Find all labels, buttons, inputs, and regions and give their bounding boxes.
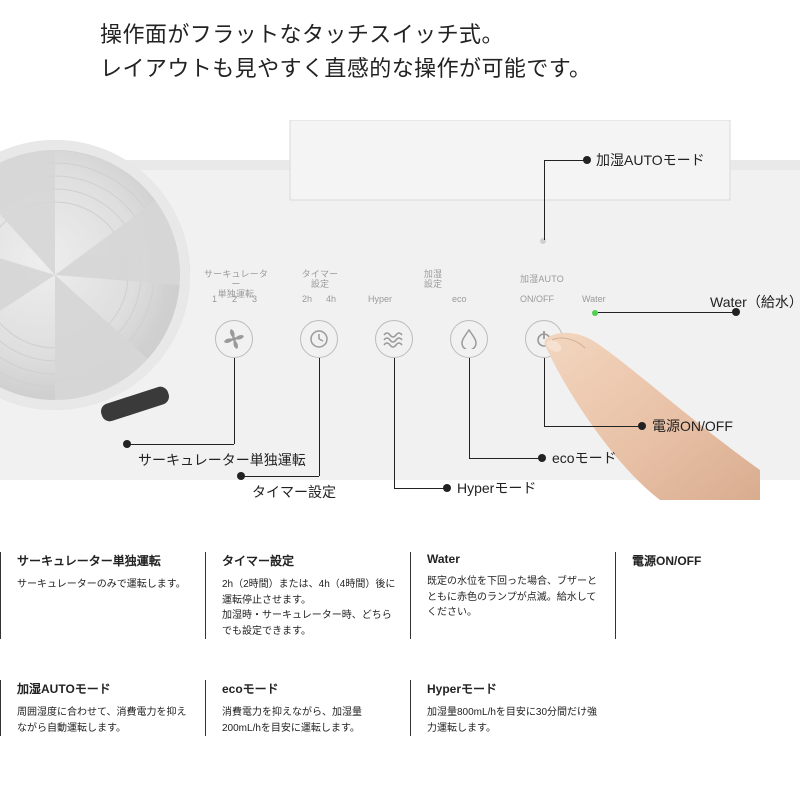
spec-row-1: サーキュレーター単独運転サーキュレーターのみで運転します。タイマー設定2h（2時…: [0, 552, 800, 639]
spec-body: 消費電力を抑えながら、加湿量200mL/hを目安に運転します。: [222, 705, 400, 736]
panel-water: Water: [582, 294, 606, 304]
callout-dot-hyper: [443, 484, 451, 492]
spec-column: [615, 680, 800, 736]
heading: 操作面がフラットなタッチスイッチ式。 レイアウトも見やすく直感的な操作が可能です…: [100, 18, 591, 86]
spec-column: タイマー設定 2h（2時間）または、4h（4時間）後に運転停止させます。 加湿時・…: [205, 552, 410, 639]
spec-body: 既定の水位を下回った場合、ブザーとともに赤色のランプが点滅。給水してください。: [427, 574, 605, 621]
panel-timer-label: タイマー 設定: [298, 270, 342, 290]
callout-dot-eco: [538, 454, 546, 462]
callout-dot-timer: [237, 472, 245, 480]
callout-line-eco-v: [469, 358, 470, 458]
callout-water: Water（給水）: [710, 292, 800, 312]
callout-power: 電源ON/OFF: [652, 416, 733, 436]
spec-title: サーキュレーター単独運転: [17, 552, 195, 569]
hyper-button[interactable]: [375, 320, 413, 358]
spec-column: Water 既定の水位を下回った場合、ブザーとともに赤色のランプが点滅。給水してく…: [410, 552, 615, 639]
panel-timer-4h: 4h: [326, 294, 336, 304]
panel-auto-label: 加湿AUTO: [520, 275, 564, 285]
panel-level-1: 1: [212, 294, 217, 304]
spec-column: サーキュレーター単独運転サーキュレーターのみで運転します。: [0, 552, 205, 639]
callout-timer: タイマー設定: [252, 482, 336, 502]
spec-title: 加湿AUTOモード: [17, 680, 195, 697]
callout-circ: サーキュレーター単独運転: [138, 450, 306, 470]
heading-line-2: レイアウトも見やすく直感的な操作が可能です。: [100, 52, 591, 86]
panel-humid-label: 加湿 設定: [415, 270, 451, 290]
callout-auto: 加湿AUTOモード: [596, 150, 705, 170]
droplet-icon: [460, 329, 478, 349]
spec-column: ecoモード消費電力を抑えながら、加湿量200mL/hを目安に運転します。: [205, 680, 410, 736]
product-photo: サーキュレーター 単独運転 1 2 3 タイマー 設定 2h 4h 加湿 設定 …: [0, 120, 800, 480]
finger-illustration: [540, 330, 760, 500]
eco-button[interactable]: [450, 320, 488, 358]
callout-line-hyper-v: [394, 358, 395, 488]
callout-dot-power: [638, 422, 646, 430]
callout-dot-auto: [583, 156, 591, 164]
circulator-button[interactable]: [215, 320, 253, 358]
panel-level-3: 3: [252, 294, 257, 304]
panel-hyper: Hyper: [368, 294, 392, 304]
callout-line-water: [598, 312, 733, 313]
spec-body: 2h（2時間）または、4h（4時間）後に運転停止させます。 加湿時・サーキュレー…: [222, 577, 400, 639]
panel-onoff: ON/OFF: [520, 294, 554, 304]
callout-line-power-h: [544, 426, 639, 427]
callout-line-auto-h: [544, 160, 584, 161]
spec-body: 加湿量800mL/hを目安に30分間だけ強力運転します。: [427, 705, 605, 736]
spec-title: 電源ON/OFF: [632, 552, 790, 569]
spec-title: Water: [427, 552, 605, 566]
timer-button[interactable]: [300, 320, 338, 358]
panel-timer-2h: 2h: [302, 294, 312, 304]
callout-line-auto-v: [544, 160, 545, 240]
spec-title: Hyperモード: [427, 680, 605, 697]
auto-indicator-light: [540, 238, 546, 244]
clock-icon: [309, 329, 329, 349]
panel-level-2: 2: [232, 294, 237, 304]
spec-body: 周囲湿度に合わせて、消費電力を抑えながら自動運転します。: [17, 705, 195, 736]
spec-body: サーキュレーターのみで運転します。: [17, 577, 195, 593]
spec-column: 電源ON/OFF: [615, 552, 800, 639]
callout-line-timer-h: [244, 476, 319, 477]
callout-eco: ecoモード: [552, 448, 617, 468]
callout-line-hyper-h: [394, 488, 444, 489]
spec-column: 加湿AUTOモード周囲湿度に合わせて、消費電力を抑えながら自動運転します。: [0, 680, 205, 736]
callout-line-power-v: [544, 358, 545, 426]
fan-icon: [224, 329, 244, 349]
callout-line-timer-v: [319, 358, 320, 476]
spec-row-2: 加湿AUTOモード周囲湿度に合わせて、消費電力を抑えながら自動運転します。eco…: [0, 680, 800, 736]
water-indicator-light: [592, 310, 598, 316]
heading-line-1: 操作面がフラットなタッチスイッチ式。: [100, 18, 591, 52]
callout-hyper: Hyperモード: [457, 478, 536, 498]
callout-line-eco-h: [469, 458, 539, 459]
spec-title: ecoモード: [222, 680, 400, 697]
spec-column: Hyperモード加湿量800mL/hを目安に30分間だけ強力運転します。: [410, 680, 615, 736]
panel-eco: eco: [452, 294, 467, 304]
callout-line-circ-v: [234, 358, 235, 444]
spec-title: タイマー設定: [222, 552, 400, 569]
callout-line-circ-h: [130, 444, 234, 445]
callout-dot-circ: [123, 440, 131, 448]
waves-icon: [383, 329, 405, 349]
